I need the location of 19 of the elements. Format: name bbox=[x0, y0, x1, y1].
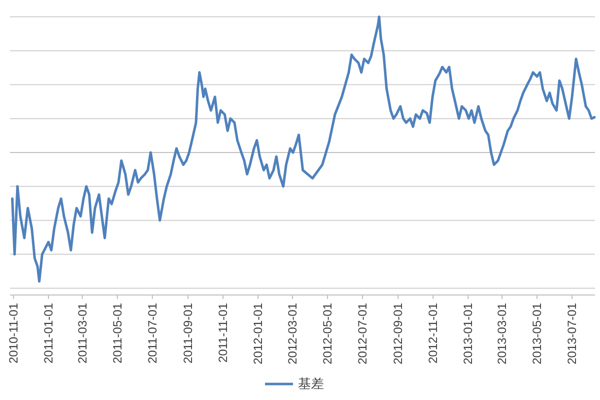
x-tick-label: 2013-05-01 bbox=[530, 302, 544, 364]
x-tick-label: 2012-07-01 bbox=[355, 302, 370, 364]
x-tick-label: 2011-11-01 bbox=[216, 302, 230, 363]
x-tick-label: 2012-09-01 bbox=[391, 302, 406, 364]
x-tick-label: 2013-07-01 bbox=[565, 302, 580, 364]
x-tick-label: 2012-03-01 bbox=[285, 302, 300, 364]
x-tick-label: 2012-01-01 bbox=[251, 302, 266, 364]
x-tick-label: 2011-03-01 bbox=[75, 302, 90, 364]
x-tick-label: 2011-09-01 bbox=[180, 302, 195, 364]
x-tick-label: 2011-01-01 bbox=[41, 302, 56, 364]
x-tick-label: 2011-07-01 bbox=[145, 302, 160, 364]
x-tick-label: 2010-11-01 bbox=[6, 302, 20, 364]
x-tick-label: 2013-01-01 bbox=[461, 302, 476, 364]
x-tick-label: 2012-05-01 bbox=[320, 302, 334, 364]
x-tick-label: 2012-11-01 bbox=[426, 302, 440, 364]
x-tick-label: 2013-03-01 bbox=[494, 302, 509, 364]
x-tick-label: 2011-05-01 bbox=[110, 302, 124, 364]
legend-label: 基差 bbox=[298, 376, 324, 391]
legend: 基差 bbox=[265, 376, 324, 391]
